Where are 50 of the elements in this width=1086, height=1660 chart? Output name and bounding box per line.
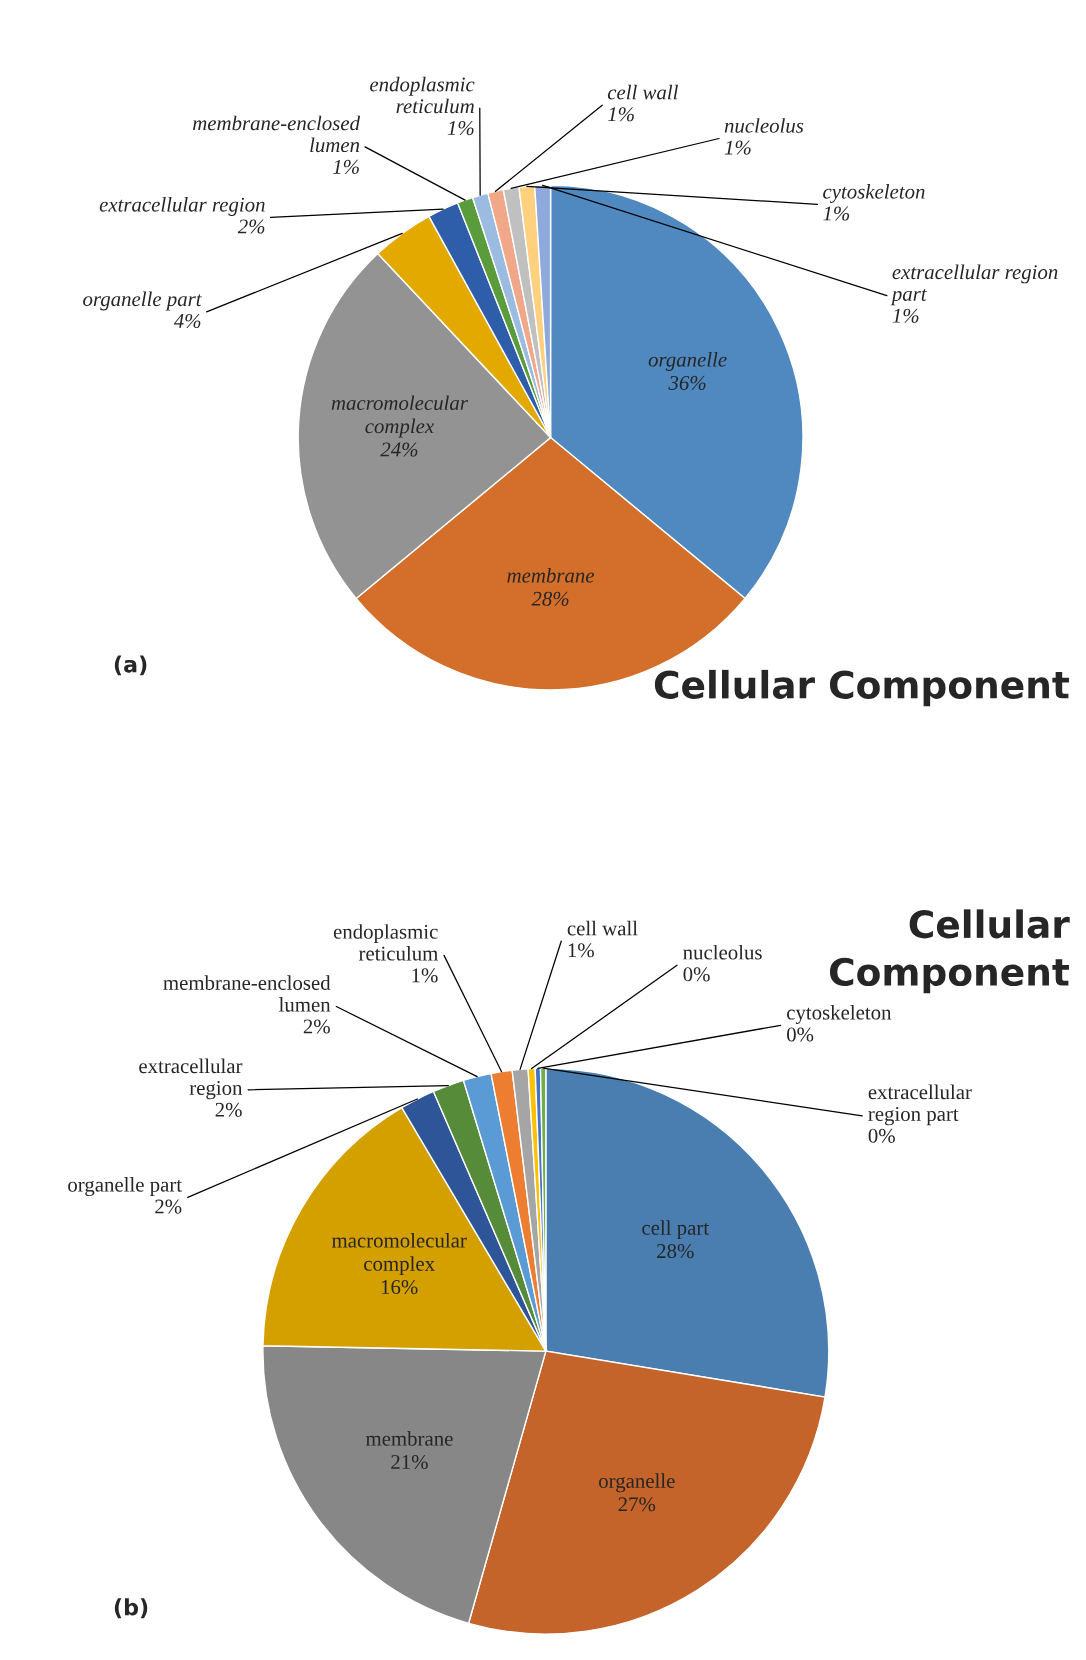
slice-label: nucleolus bbox=[724, 118, 804, 133]
data-label: 36% bbox=[668, 375, 706, 390]
data-label: 2% bbox=[155, 1199, 182, 1214]
data-label: 1% bbox=[892, 308, 919, 323]
slice-label: cytoskeleton bbox=[823, 184, 925, 203]
data-label: 16% bbox=[381, 1280, 418, 1295]
text: (a) bbox=[114, 655, 147, 676]
data-label: 2% bbox=[237, 219, 265, 234]
data-label: 1% bbox=[724, 140, 751, 155]
slice-label: organelle bbox=[648, 352, 727, 371]
data-label: 1% bbox=[568, 943, 594, 958]
data-label: 24% bbox=[380, 442, 418, 457]
slice-label: endoplasmic reticulum bbox=[370, 76, 475, 114]
data-label: 1% bbox=[333, 159, 359, 174]
data-label: 0% bbox=[787, 1027, 814, 1042]
data-label: 2% bbox=[215, 1102, 242, 1117]
slice-label: extracellular region part bbox=[868, 1084, 972, 1126]
slice-label: organelle part bbox=[83, 291, 202, 311]
slice-label: membrane bbox=[365, 1431, 453, 1446]
data-label: 1% bbox=[607, 107, 634, 122]
chart-title: Cellular Component bbox=[829, 909, 1070, 994]
data-label: 4% bbox=[173, 313, 201, 328]
slice-label: cell wall bbox=[607, 84, 678, 100]
slice-label: endoplasmic reticulum bbox=[333, 924, 439, 961]
slice-label: organelle part bbox=[68, 1177, 182, 1197]
slice-label: membrane bbox=[507, 567, 595, 583]
slice-label: macromolecular complex bbox=[331, 1232, 467, 1276]
data-label: 1% bbox=[447, 121, 474, 136]
data-label: 21% bbox=[391, 1454, 428, 1470]
slice-label: extracellular region bbox=[99, 197, 265, 216]
slice-label: cytoskeleton bbox=[787, 1004, 892, 1024]
data-label: 2% bbox=[303, 1019, 330, 1034]
data-label: 28% bbox=[657, 1244, 694, 1259]
data-label: 0% bbox=[868, 1128, 895, 1143]
slice-label: cell part bbox=[642, 1220, 709, 1240]
slice-label: membrane-enclosed lumen bbox=[163, 975, 331, 1012]
data-label: 27% bbox=[618, 1497, 656, 1512]
slice-label: membrane-enclosed lumen bbox=[193, 115, 361, 153]
slice-label: cell wall bbox=[567, 920, 638, 936]
data-label: 28% bbox=[531, 591, 569, 606]
text: Cellular Component bbox=[654, 669, 1069, 707]
slice-label: extracellular region bbox=[139, 1058, 243, 1100]
slice-label: extracellular region part bbox=[890, 264, 1058, 306]
data-label: 1% bbox=[823, 206, 850, 221]
text: (b) bbox=[114, 1598, 148, 1619]
data-label: 1% bbox=[412, 968, 438, 983]
slice-label: nucleolus bbox=[683, 944, 762, 960]
slice-label: organelle bbox=[599, 1473, 675, 1493]
slice-label: macromolecular complex bbox=[331, 395, 468, 438]
data-label: 0% bbox=[683, 967, 710, 982]
